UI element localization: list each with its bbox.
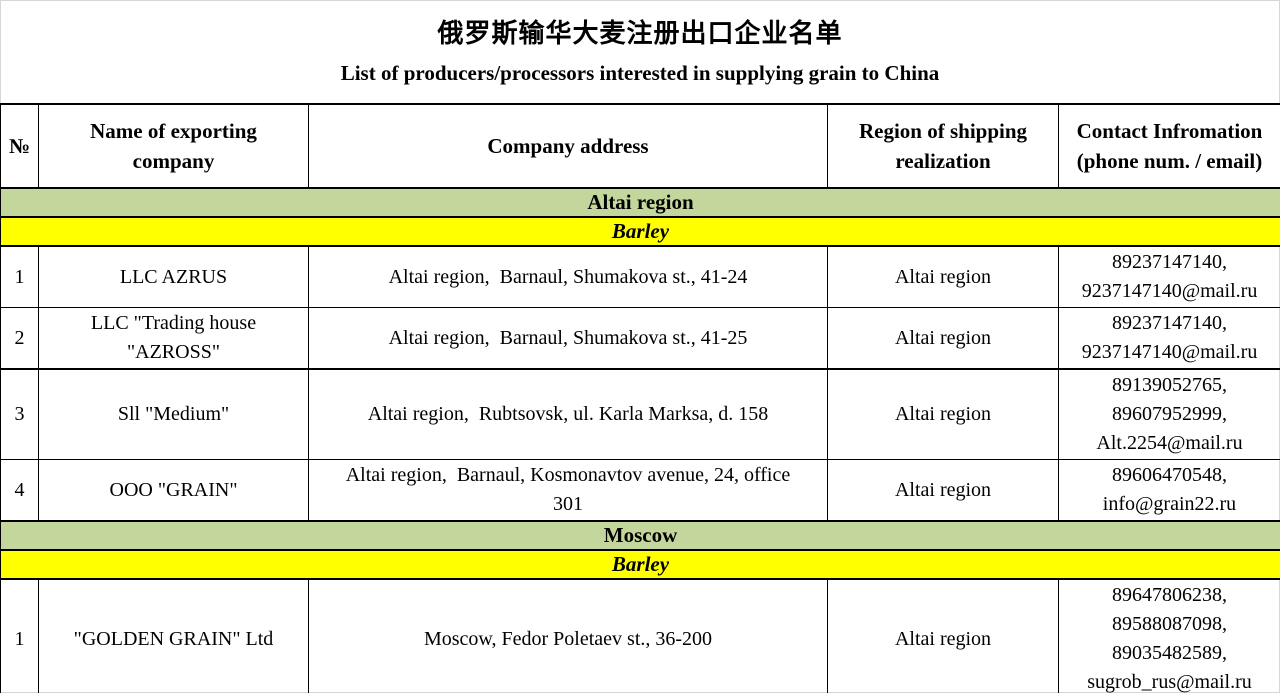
cell-company-address: Altai region, Barnaul, Shumakova st., 41… — [308, 307, 828, 370]
col-header-contact-info: Contact Infromation (phone num. / email) — [1058, 103, 1280, 189]
cell-company-address: Altai region, Rubtsovsk, ul. Karla Marks… — [308, 368, 828, 460]
cell-number: 1 — [0, 245, 39, 308]
cell-contact-info: 89606470548, info@grain22.ru — [1058, 459, 1280, 522]
table-row: 3 Sll "Medium" Altai region, Rubtsovsk, … — [0, 368, 1280, 460]
cell-contact-info: 89237147140, 9237147140@mail.ru — [1058, 307, 1280, 370]
table-row: 1 "GOLDEN GRAIN" Ltd Moscow, Fedor Polet… — [0, 578, 1280, 693]
cell-company-address: Moscow, Fedor Poletaev st., 36-200 — [308, 578, 828, 693]
cell-number: 4 — [0, 459, 39, 522]
col-header-company-name: Name of exporting company — [38, 103, 309, 189]
cell-company-address: Altai region, Barnaul, Shumakova st., 41… — [308, 245, 828, 308]
region-band-label: Moscow — [0, 520, 1280, 551]
crop-band-barley-moscow: Barley — [0, 549, 1280, 580]
region-band-altai: Altai region — [0, 187, 1280, 218]
crop-band-label: Barley — [0, 549, 1280, 580]
cell-contact-info: 89237147140, 9237147140@mail.ru — [1058, 245, 1280, 308]
col-header-shipping-region: Region of shipping realization — [827, 103, 1059, 189]
exporters-table: № Name of exporting company Company addr… — [0, 103, 1280, 693]
cell-company-name: Sll "Medium" — [38, 368, 309, 460]
cell-company-name: LLC "Trading house "AZROSS" — [38, 307, 309, 370]
table-header-row: № Name of exporting company Company addr… — [0, 103, 1280, 189]
cell-contact-info: 89139052765, 89607952999, Alt.2254@mail.… — [1058, 368, 1280, 460]
col-header-company-address: Company address — [308, 103, 828, 189]
crop-band-label: Barley — [0, 216, 1280, 247]
cell-company-address: Altai region, Barnaul, Kosmonavtov avenu… — [308, 459, 828, 522]
region-band-moscow: Moscow — [0, 520, 1280, 551]
cell-number: 2 — [0, 307, 39, 370]
document-title-english: List of producers/processors interested … — [340, 61, 940, 85]
col-header-number: № — [0, 103, 39, 189]
cell-company-name: LLC AZRUS — [38, 245, 309, 308]
cell-shipping-region: Altai region — [827, 578, 1059, 693]
cell-shipping-region: Altai region — [827, 307, 1059, 370]
cell-shipping-region: Altai region — [827, 368, 1059, 460]
table-row: 2 LLC "Trading house "AZROSS" Altai regi… — [0, 307, 1280, 370]
cell-contact-info: 89647806238, 89588087098, 89035482589, s… — [1058, 578, 1280, 693]
crop-band-barley-altai: Barley — [0, 216, 1280, 247]
document-title-chinese: 俄罗斯输华大麦注册出口企业名单 — [437, 19, 843, 48]
region-band-label: Altai region — [0, 187, 1280, 218]
cell-company-name: OOO "GRAIN" — [38, 459, 309, 522]
cell-number: 1 — [0, 578, 39, 693]
cell-shipping-region: Altai region — [827, 245, 1059, 308]
cell-company-name: "GOLDEN GRAIN" Ltd — [38, 578, 309, 693]
table-row: 1 LLC AZRUS Altai region, Barnaul, Shuma… — [0, 245, 1280, 308]
cell-number: 3 — [0, 368, 39, 460]
table-row: 4 OOO "GRAIN" Altai region, Barnaul, Kos… — [0, 459, 1280, 522]
title-block: 俄罗斯输华大麦注册出口企业名单 List of producers/proces… — [0, 0, 1280, 103]
cell-shipping-region: Altai region — [827, 459, 1059, 522]
